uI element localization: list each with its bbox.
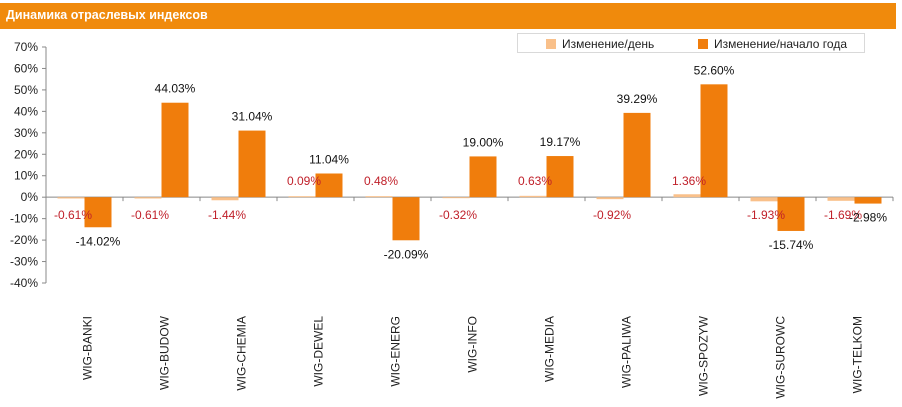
- legend-label-day: Изменение/день: [562, 37, 655, 51]
- legend-item-day: Изменение/день: [546, 37, 654, 51]
- chart-legend: Изменение/день Изменение/начало года: [517, 33, 865, 53]
- y-tick-label: -20%: [10, 233, 38, 247]
- bar-year: [546, 156, 574, 198]
- bar-day: [750, 197, 778, 202]
- data-label-day: 0.09%: [287, 174, 321, 188]
- y-tick-label: 40%: [14, 104, 38, 118]
- bar-day: [673, 194, 701, 198]
- bar-day: [519, 195, 547, 198]
- bar-day: [365, 196, 393, 198]
- data-label-day: -0.61%: [131, 208, 169, 222]
- bar-day: [288, 196, 316, 198]
- data-label-year: 44.03%: [155, 82, 196, 96]
- chart-title-bar: Динамика отраслевых индексов: [0, 3, 896, 29]
- y-tick-label: 0%: [21, 190, 39, 204]
- data-label-year: -15.74%: [769, 238, 814, 252]
- data-label-year: 11.04%: [309, 152, 349, 166]
- category-label: WIG-PALIWA: [620, 316, 634, 388]
- category-label: WIG-CHEMIA: [235, 316, 249, 391]
- bar-year: [469, 156, 497, 198]
- data-label-year: 31.04%: [232, 110, 273, 124]
- legend-label-year: Изменение/начало года: [714, 37, 847, 51]
- y-tick-label: 60%: [14, 61, 38, 75]
- bar-year: [84, 197, 112, 228]
- data-label-day: -0.32%: [439, 208, 477, 222]
- bar-year: [315, 173, 343, 198]
- data-label-day: 0.63%: [518, 174, 552, 188]
- y-tick-label: 70%: [14, 40, 38, 54]
- data-label-year: 39.29%: [617, 92, 658, 106]
- data-label-year: -20.09%: [384, 247, 429, 261]
- data-label-year: -14.02%: [76, 234, 121, 248]
- category-label: WIG-BUDOW: [158, 315, 172, 390]
- category-label: WIG-MEDIA: [543, 316, 557, 382]
- legend-swatch-year: [698, 39, 708, 49]
- data-label-day: 1.36%: [672, 174, 706, 188]
- data-label-day: -0.61%: [54, 208, 92, 222]
- bar-year: [623, 112, 651, 198]
- bar-day: [827, 197, 855, 201]
- y-tick-label: 10%: [14, 169, 38, 183]
- category-label: WIG-ENERG: [389, 316, 403, 387]
- category-label: WIG-SPOZYW: [697, 315, 711, 396]
- y-tick-label: 30%: [14, 126, 38, 140]
- bar-day: [57, 197, 85, 199]
- y-tick-label: 50%: [14, 83, 38, 97]
- bar-year: [161, 102, 189, 198]
- y-tick-label: -30%: [10, 255, 38, 269]
- data-label-day: -1.93%: [747, 208, 785, 222]
- bar-day: [211, 197, 239, 201]
- bar-year: [777, 197, 805, 231]
- data-label-year: -2.98%: [849, 211, 887, 225]
- category-label: WIG-INFO: [466, 316, 480, 373]
- bar-day: [134, 197, 162, 199]
- data-label-day: -0.92%: [593, 208, 631, 222]
- bar-day: [596, 197, 624, 200]
- category-label: WIG-TELKOM: [851, 316, 865, 393]
- bar-year: [854, 197, 882, 204]
- legend-item-year: Изменение/начало года: [698, 37, 847, 51]
- data-label-day: -1.69%: [824, 208, 862, 222]
- data-label-year: 19.00%: [463, 135, 504, 149]
- data-label-year: 52.60%: [694, 63, 735, 77]
- category-label: WIG-BANKI: [81, 316, 95, 380]
- y-tick-label: -40%: [10, 276, 38, 290]
- data-label-day: -1.44%: [208, 208, 246, 222]
- y-tick-label: -10%: [10, 212, 38, 226]
- legend-swatch-day: [546, 39, 556, 49]
- bar-year: [700, 84, 728, 198]
- bar-day: [442, 197, 470, 199]
- y-tick-label: 20%: [14, 147, 38, 161]
- category-label: WIG-SUROWC: [774, 316, 788, 399]
- bar-year: [238, 130, 266, 198]
- bar-year: [392, 197, 420, 241]
- data-label-day: 0.48%: [364, 174, 398, 188]
- data-label-year: 19.17%: [540, 135, 581, 149]
- chart-title: Динамика отраслевых индексов: [6, 8, 208, 22]
- category-label: WIG-DEWEL: [312, 316, 326, 387]
